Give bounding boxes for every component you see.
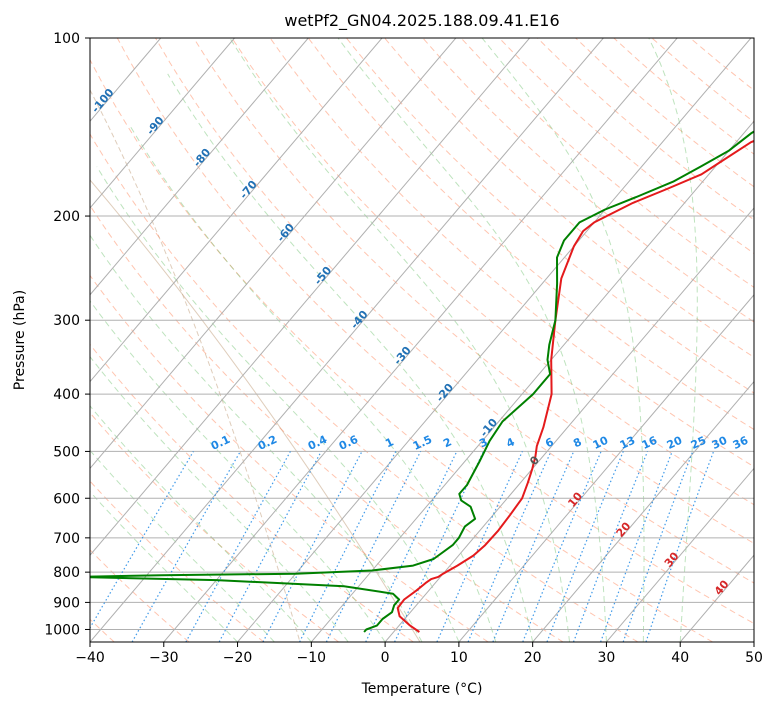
mixing-ratio-label: 10 — [591, 434, 611, 452]
dry-adiabat — [90, 58, 713, 642]
isotherm-line — [90, 38, 531, 556]
isotherm-line — [237, 38, 752, 642]
moist-adiabat — [337, 38, 607, 642]
mixing-ratio-line — [325, 451, 422, 642]
x-tick-label: 0 — [381, 650, 390, 666]
mixing-ratio-label: 13 — [618, 434, 637, 452]
isotherm-line — [90, 38, 309, 296]
y-tick-label: 900 — [53, 595, 80, 611]
dry-adiabat — [269, 38, 754, 468]
mixing-ratio-line — [546, 451, 624, 642]
x-tick-label: 10 — [450, 650, 468, 666]
moist-adiabat — [90, 300, 386, 642]
dry-adiabat — [90, 274, 489, 642]
mixing-ratio-label: 25 — [689, 434, 708, 452]
isotherm-line — [310, 120, 754, 642]
x-tick-label: −30 — [149, 650, 179, 666]
mixing-ratio-line — [467, 451, 552, 642]
x-tick-label: 30 — [598, 650, 616, 666]
mixing-ratio-line — [185, 451, 291, 642]
background-lines — [90, 38, 754, 642]
moist-adiabat — [229, 38, 571, 642]
dry-adiabat — [90, 480, 265, 642]
moist-adiabat — [481, 38, 645, 642]
mixing-ratio-line — [299, 451, 397, 642]
y-tick-label: 1000 — [44, 622, 80, 638]
plot-area — [90, 38, 754, 642]
dry-adiabat — [460, 38, 754, 288]
mixing-ratio-line — [645, 451, 715, 642]
y-tick-label: 600 — [53, 491, 80, 507]
mixing-ratio-line — [522, 451, 602, 642]
x-tick-label: −20 — [223, 650, 253, 666]
x-tick-label: 20 — [524, 650, 542, 666]
mixing-ratio-line — [218, 451, 322, 642]
mixing-ratio-line — [436, 451, 523, 642]
moist-adiabat — [96, 166, 460, 642]
moist-adiabat — [167, 73, 534, 642]
isotherm-line — [90, 38, 457, 470]
dry-adiabat — [193, 38, 754, 544]
dry-adiabat — [90, 343, 414, 642]
chart-title: wetPf2_GN04.2025.188.09.41.E16 — [284, 11, 559, 31]
y-axis: 100 200 300 400 500 600 700 800 900 1000 — [44, 31, 90, 638]
y-tick-label: 800 — [53, 565, 80, 581]
isotherm-line — [384, 207, 754, 642]
temperature-trace — [396, 139, 754, 633]
y-tick-label: 700 — [53, 531, 80, 547]
moist-adiabat — [648, 38, 698, 642]
mixing-ratio-line — [572, 451, 649, 642]
y-tick-label: 500 — [53, 444, 80, 460]
mixing-ratio-label: 30 — [710, 434, 730, 452]
dry-adiabat — [422, 38, 754, 323]
isotherm-line — [90, 38, 604, 642]
moist-adiabat — [90, 490, 238, 642]
moist-adiabat — [90, 355, 349, 642]
mixing-ratio-label: 16 — [640, 434, 660, 452]
dewpoint-trace — [90, 130, 754, 633]
isotherm-line — [606, 467, 754, 642]
dry-adiabat — [307, 38, 754, 431]
mixing-ratio-line — [622, 451, 694, 642]
isotherm-line — [163, 38, 678, 642]
y-axis-label: Pressure (hPa) — [12, 290, 28, 390]
dry-adiabat — [90, 133, 639, 642]
x-axis-label: Temperature (°C) — [361, 681, 483, 697]
x-tick-label: 40 — [671, 650, 689, 666]
x-tick-label: −40 — [75, 650, 105, 666]
y-tick-label: 200 — [53, 209, 80, 225]
dry-adiabat — [116, 38, 754, 625]
profile-traces — [90, 130, 754, 633]
x-tick-label: 50 — [745, 650, 763, 666]
mixing-ratio-line — [492, 451, 575, 642]
mixing-ratio-label: 20 — [665, 434, 685, 452]
y-tick-label: 300 — [53, 313, 80, 329]
dry-adiabat — [90, 549, 190, 642]
dry-adiabat — [155, 38, 754, 584]
dry-adiabat — [231, 38, 754, 506]
mixing-ratio-label: 36 — [731, 434, 751, 452]
mixing-ratio-line — [600, 451, 673, 642]
y-tick-label: 100 — [53, 31, 80, 47]
x-tick-label: −10 — [297, 650, 327, 666]
isotherm-line — [90, 38, 383, 383]
mixing-ratio-line — [131, 451, 241, 642]
dry-adiabat — [90, 204, 564, 642]
tan-curve — [90, 89, 301, 642]
isotherm-line — [458, 294, 754, 642]
plot-frame — [89, 37, 755, 643]
isotherm-line — [532, 380, 754, 642]
isotherm-line — [90, 38, 235, 209]
x-axis: −40 −30 −20 −10 0 10 20 30 40 50 — [75, 642, 763, 666]
isotherm-line — [753, 641, 754, 642]
y-tick-label: 400 — [53, 387, 80, 403]
